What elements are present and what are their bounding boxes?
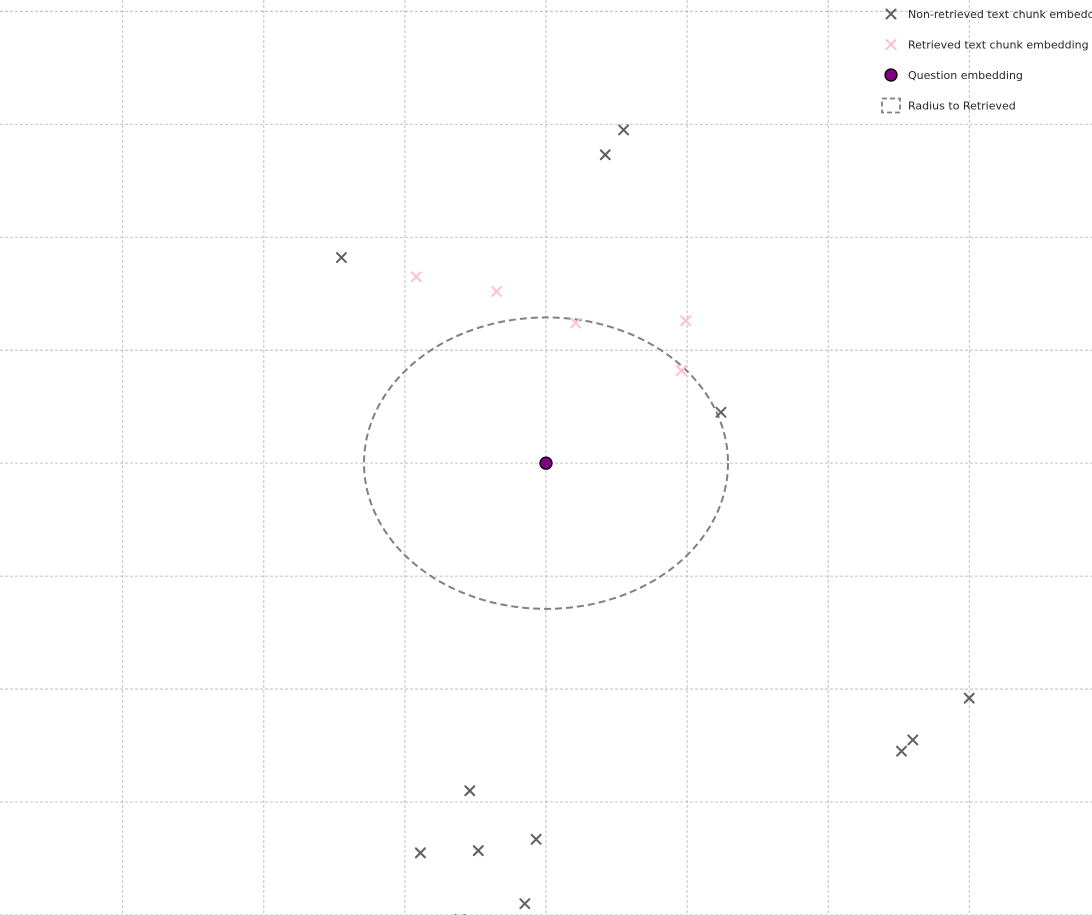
retrieved-text-chunk-embedding-point xyxy=(492,287,501,296)
legend-marker-non-retrieved-text-chunk-embedding xyxy=(887,10,896,19)
legend-label-retrieved-text-chunk-embedding: Retrieved text chunk embedding xyxy=(908,39,1089,52)
non-retrieved-text-chunk-embedding-point xyxy=(416,848,425,857)
non-retrieved-text-chunk-embedding-point xyxy=(601,150,610,159)
legend-marker-question-embedding xyxy=(885,69,897,81)
legend-marker-retrieved-text-chunk-embedding xyxy=(887,40,896,49)
retrieved-text-chunk-embedding-point xyxy=(681,316,690,325)
non-retrieved-text-chunk-embedding-point xyxy=(716,408,725,417)
non-retrieved-text-chunk-embedding-point xyxy=(520,899,529,908)
question-embedding-point xyxy=(540,457,552,469)
non-retrieved-text-chunk-embedding-point xyxy=(897,747,906,756)
non-retrieved-text-chunk-embedding-point xyxy=(337,253,346,262)
retrieved-text-chunk-embedding-point xyxy=(412,272,421,281)
legend-label-non-retrieved-text-chunk-embedding: Non-retrieved text chunk embedding xyxy=(908,8,1092,21)
legend-label-radius-to-retrieved: Radius to Retrieved xyxy=(908,100,1016,113)
non-retrieved-text-chunk-embedding-point xyxy=(465,786,474,795)
legend: Non-retrieved text chunk embedding Retrie… xyxy=(882,8,1092,113)
non-retrieved-text-chunk-embedding-point xyxy=(619,125,628,134)
non-retrieved-text-chunk-embedding-point xyxy=(908,735,917,744)
retrieved-text-chunk-embedding-point xyxy=(677,366,686,375)
legend-marker-radius-to-retrieved xyxy=(882,99,900,113)
non-retrieved-text-chunk-embedding-point xyxy=(474,846,483,855)
data-points xyxy=(337,125,974,915)
legend-label-question-embedding: Question embedding xyxy=(908,69,1023,82)
non-retrieved-text-chunk-embedding-point xyxy=(532,835,541,844)
